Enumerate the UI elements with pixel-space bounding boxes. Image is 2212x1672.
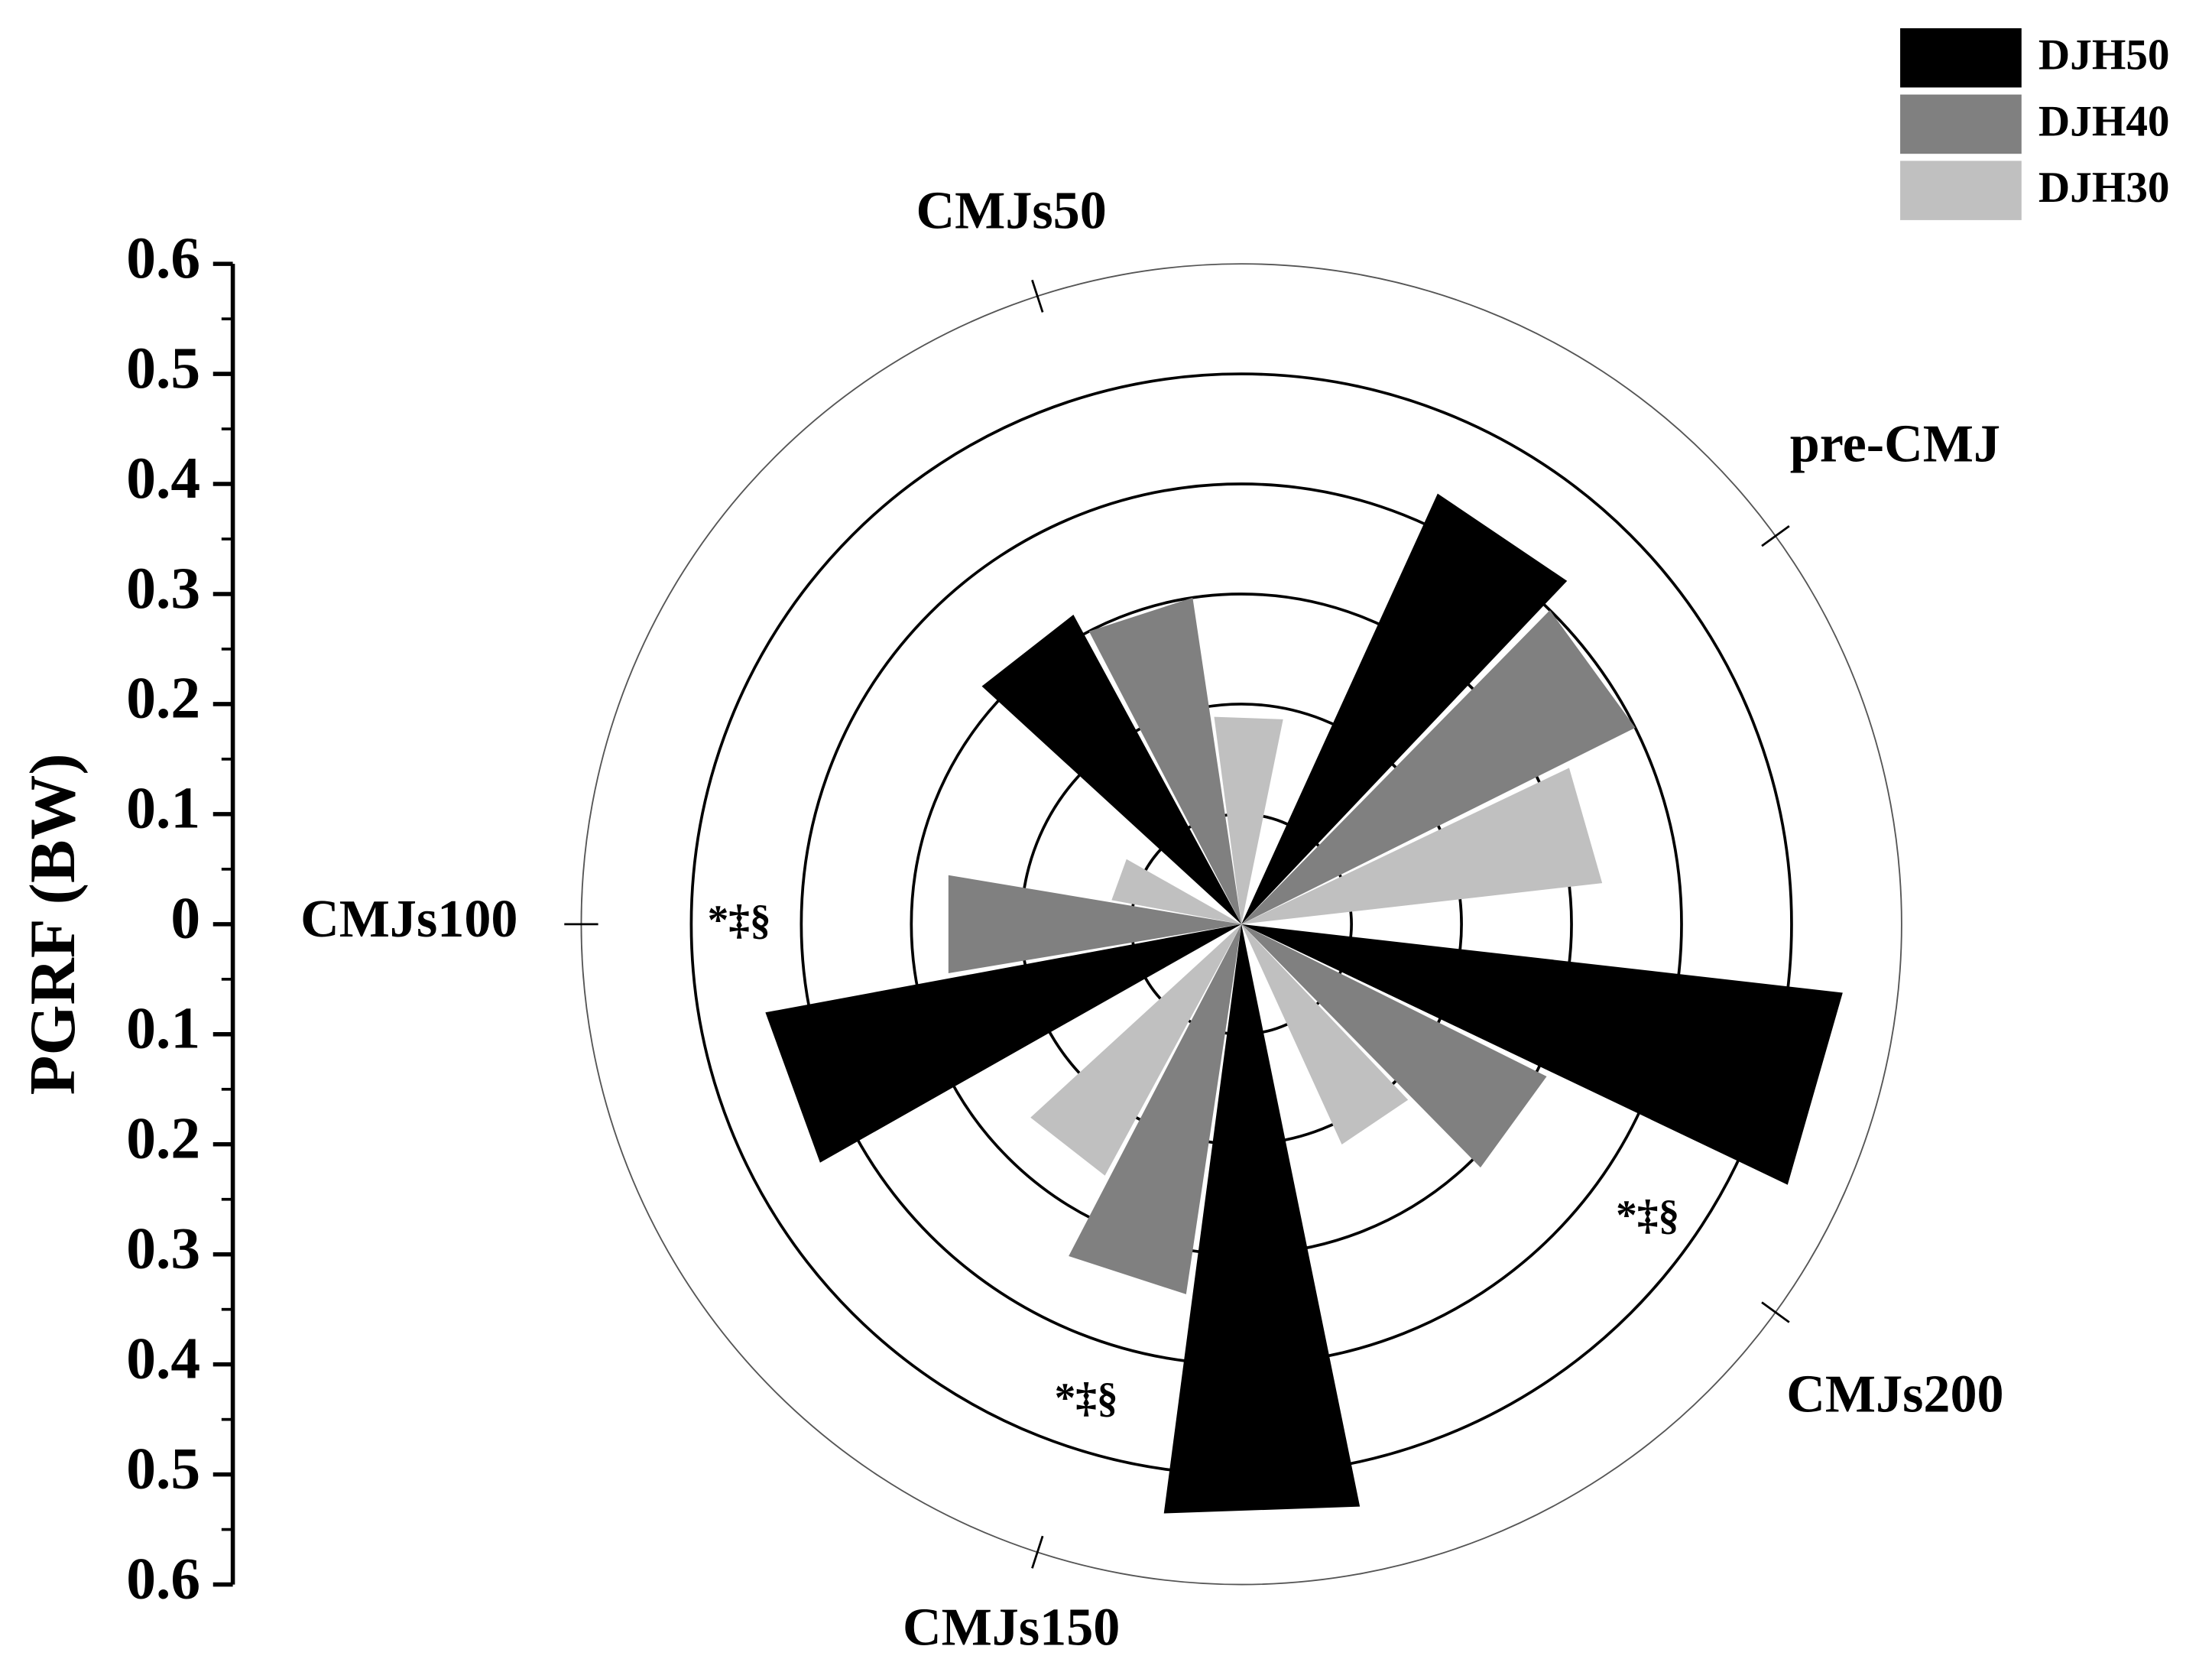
- annotation: *‡§: [1055, 1374, 1118, 1420]
- bar: [981, 615, 1242, 924]
- category-tick: [1031, 279, 1044, 313]
- y-tick-label: 0.4: [126, 445, 200, 511]
- y-tick-label: 0.4: [126, 1325, 200, 1391]
- bar: [1088, 597, 1242, 924]
- annotation: *‡§: [1616, 1192, 1679, 1239]
- legend-label: DJH30: [2038, 164, 2170, 212]
- bar: [1241, 493, 1568, 924]
- annotation: *‡§: [708, 897, 771, 943]
- category-label: pre-CMJ: [1790, 415, 2000, 474]
- bar: [1111, 859, 1242, 924]
- y-tick-label: 0.2: [126, 665, 200, 731]
- legend-swatch: [1900, 28, 2022, 88]
- bar: [1241, 924, 1843, 1185]
- category-label: CMJs150: [903, 1598, 1120, 1657]
- y-tick-label: 0.1: [126, 995, 200, 1061]
- y-tick-label: 0.2: [126, 1105, 200, 1171]
- y-axis-label: PGRF (BW): [17, 753, 89, 1095]
- y-tick-label: 0.5: [126, 335, 200, 401]
- category-label: CMJs50: [916, 182, 1107, 241]
- bar: [1241, 610, 1636, 924]
- bar: [948, 875, 1242, 973]
- bar: [1030, 924, 1242, 1176]
- bar: [1214, 716, 1283, 924]
- y-tick-label: 0: [170, 885, 200, 951]
- bar: [1241, 924, 1409, 1145]
- bar: [1069, 924, 1242, 1294]
- y-tick-label: 0.6: [126, 225, 200, 291]
- bar: [1241, 924, 1547, 1168]
- y-tick-label: 0.1: [126, 775, 200, 841]
- bar: [1241, 768, 1603, 924]
- legend-swatch: [1900, 161, 2022, 220]
- y-tick-label: 0.5: [126, 1435, 200, 1501]
- bar: [1163, 924, 1361, 1514]
- legend-label: DJH50: [2038, 31, 2170, 80]
- category-label: CMJs200: [1786, 1365, 2003, 1424]
- y-tick-label: 0.3: [126, 1215, 200, 1281]
- category-label: CMJs100: [300, 890, 517, 949]
- category-tick: [1761, 1301, 1790, 1323]
- legend-swatch: [1900, 94, 2022, 154]
- legend-label: DJH40: [2038, 97, 2170, 145]
- category-tick: [1031, 1535, 1044, 1569]
- y-tick-label: 0.3: [126, 555, 200, 621]
- category-tick: [1761, 525, 1790, 547]
- y-tick-label: 0.6: [126, 1545, 200, 1611]
- bar: [765, 924, 1242, 1163]
